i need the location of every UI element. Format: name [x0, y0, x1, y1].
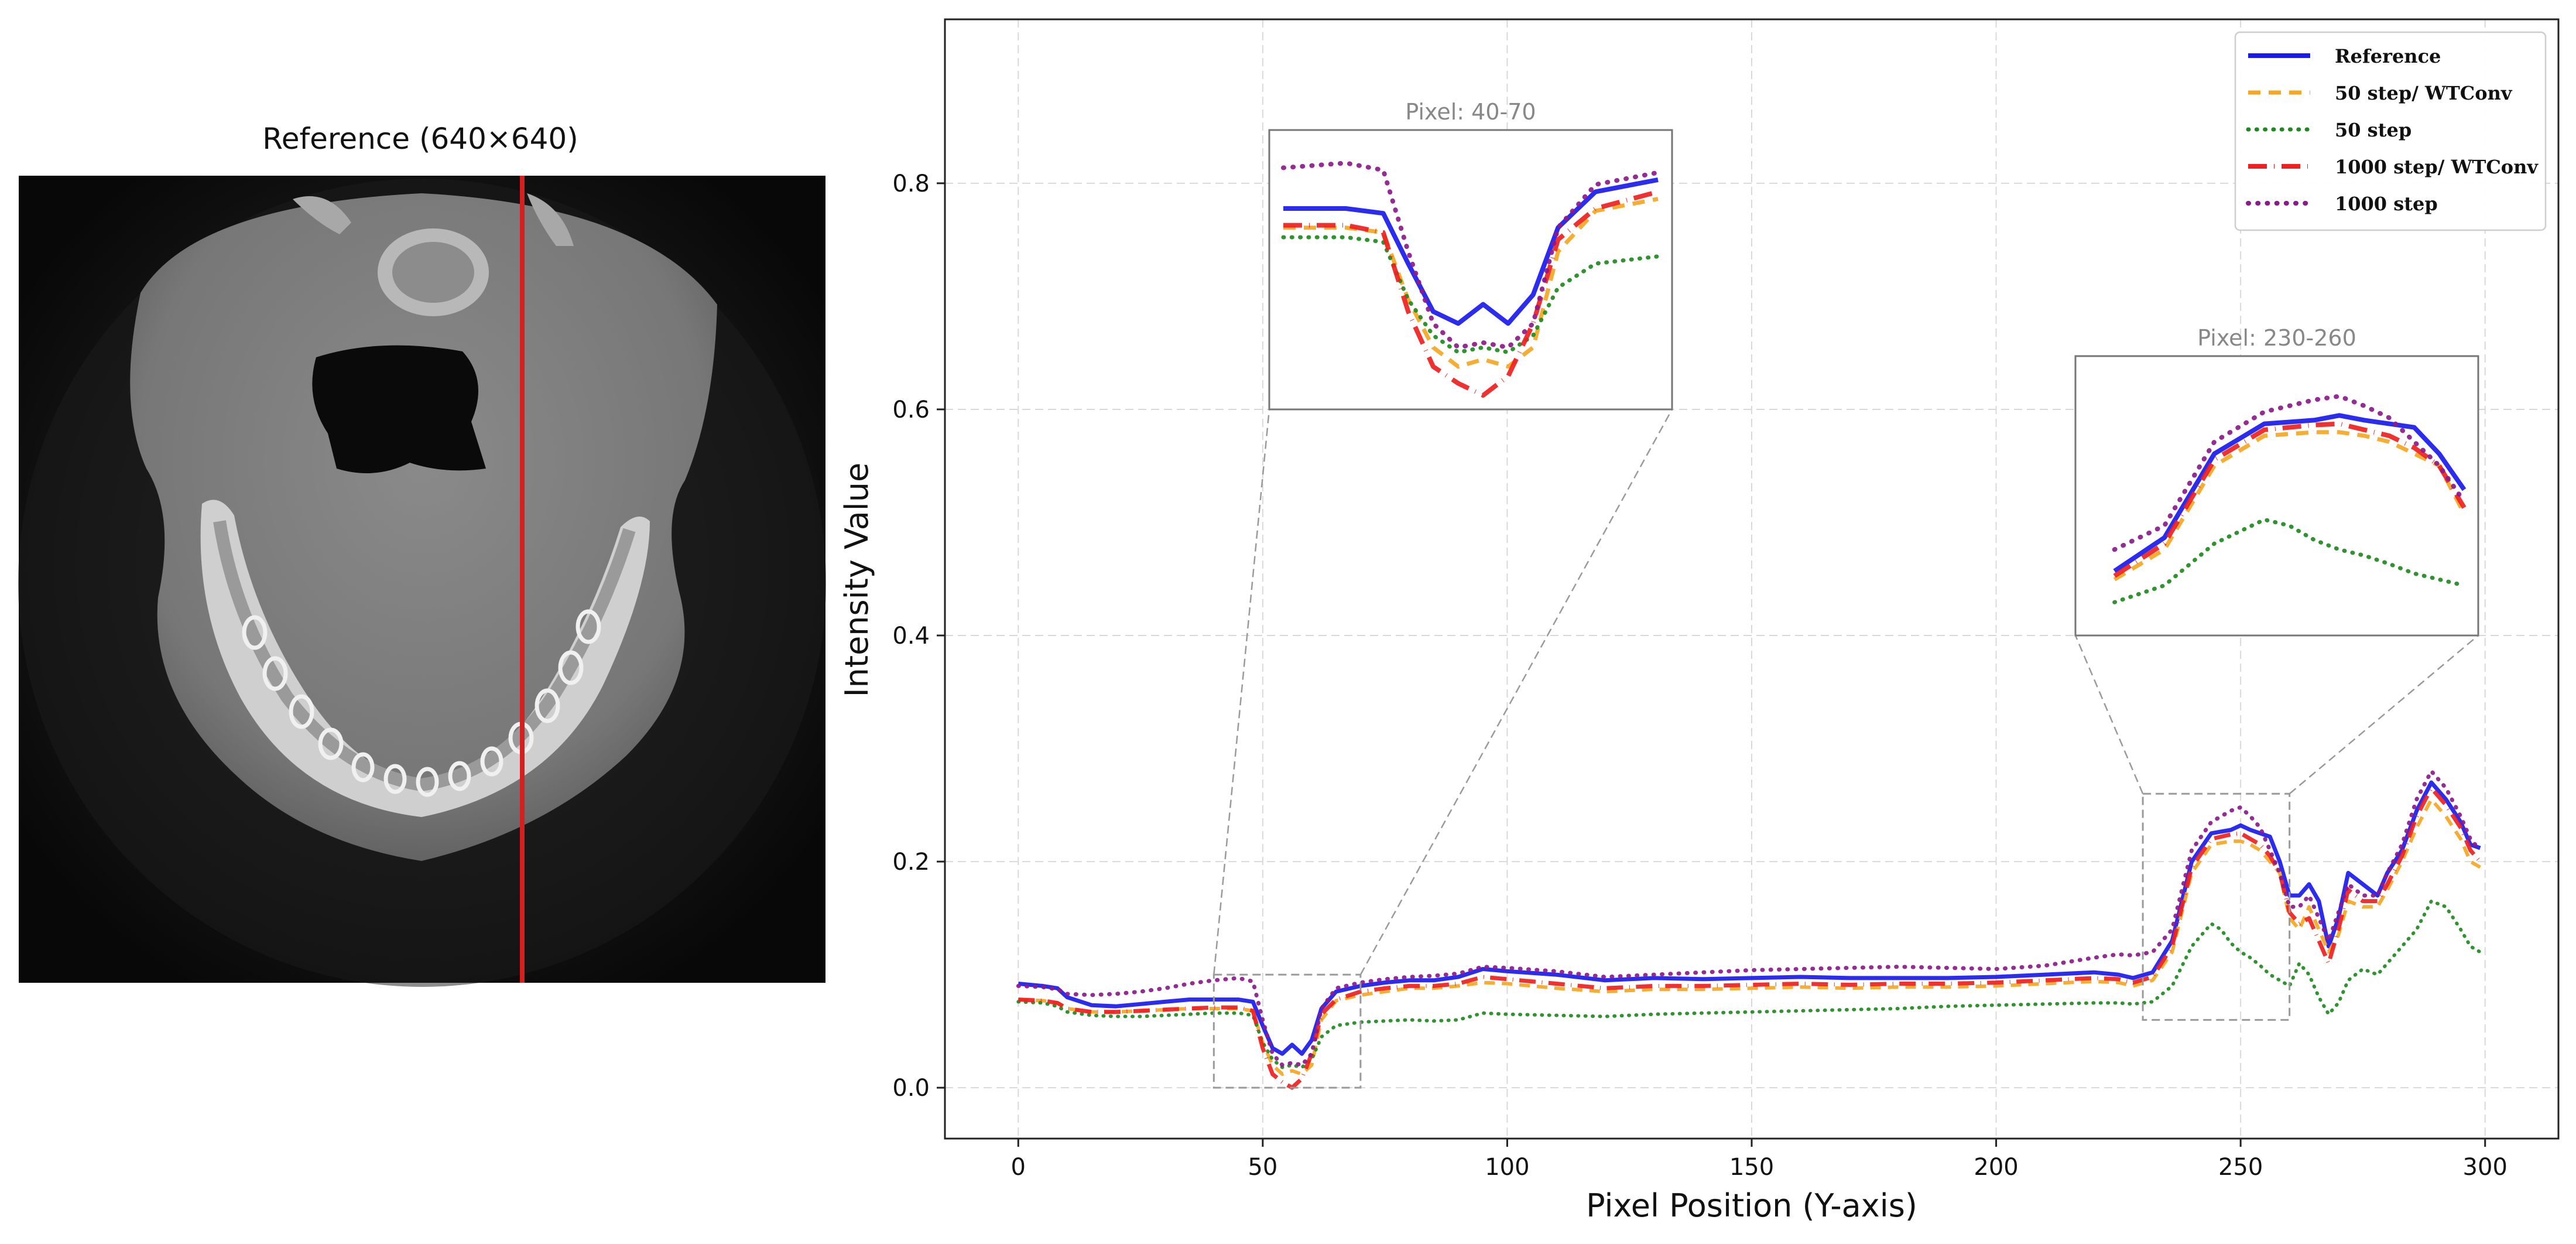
y-tick-label: 0.6: [892, 397, 930, 423]
inset-series-line: [2112, 394, 2467, 552]
reference-image-title: Reference (640×640): [262, 122, 578, 156]
inset-title: Pixel: 40-70: [1405, 99, 1536, 125]
inset-series-line: [1283, 197, 1659, 369]
zoom-connector: [2074, 635, 2144, 794]
zoom-connector: [1359, 409, 1673, 975]
series-lines: [1016, 769, 2482, 1090]
legend: Reference 50 step/ WTConv 50 step 1000 step…: [2234, 31, 2547, 231]
zoom-connector: [2289, 635, 2479, 795]
inset-frame: [1268, 129, 1673, 411]
legend-label: 50 step: [2335, 119, 2411, 141]
legend-label: 1000 step/ WTConv: [2335, 156, 2539, 178]
legend-label: 1000 step: [2335, 193, 2438, 215]
y-axis-label: Intensity Value: [838, 463, 875, 698]
inset-title: Pixel: 230-260: [2197, 325, 2356, 351]
y-tick-label: 0.0: [892, 1075, 930, 1102]
x-tick-label: 300: [2463, 1154, 2508, 1181]
legend-label: Reference: [2335, 45, 2441, 67]
x-tick-label: 250: [2218, 1154, 2263, 1181]
y-axis-ticks: 0.0 0.2 0.4 0.6 0.8: [892, 170, 945, 1102]
legend-label: 50 step/ WTConv: [2335, 82, 2513, 104]
inset-series-line: [2113, 421, 2467, 578]
inset-series-line: [1281, 160, 1660, 350]
inset-series-line: [2113, 413, 2467, 573]
y-tick-label: 0.8: [892, 170, 930, 197]
zoom-connector: [1213, 409, 1270, 975]
x-tick-label: 0: [1011, 1154, 1026, 1181]
mandible-arch: [200, 500, 650, 817]
y-tick-label: 0.4: [892, 623, 930, 650]
reference-image-panel: Reference (640×640): [18, 122, 826, 987]
y-tick-label: 0.2: [892, 849, 930, 876]
series-line-50-step: [1016, 899, 2482, 1069]
x-tick-label: 100: [1485, 1154, 1529, 1181]
inset-series-line: [2112, 517, 2467, 604]
ct-slice-image: [18, 176, 826, 987]
inset-1: Pixel: 40-70: [1268, 99, 1673, 411]
inset-2: Pixel: 230-260: [2074, 325, 2479, 637]
legend-box: [2234, 31, 2547, 231]
zoom-region-box: [2142, 792, 2291, 1021]
x-axis-label: Pixel Position (Y-axis): [1586, 1187, 1917, 1224]
zoom-region-markers: [1212, 409, 2479, 1089]
x-axis-ticks: 0 50 100 150 200 250 300: [1011, 1139, 2508, 1181]
x-tick-label: 150: [1729, 1154, 1774, 1181]
series-line-reference: [1018, 780, 2481, 1056]
inset-frame: [2074, 355, 2479, 637]
zoom-insets: Pixel: 40-70 Pixel: 230-260: [1268, 99, 2479, 637]
inset-series-line: [2113, 430, 2467, 582]
series-line-1000-step: [1016, 769, 2482, 1067]
x-tick-label: 50: [1248, 1154, 1277, 1181]
series-line-1000-step-wtconv: [1018, 786, 2482, 1090]
x-tick-label: 200: [1974, 1154, 2018, 1181]
series-line-50-step-wtconv: [1018, 797, 2481, 1076]
inset-series-line: [1281, 235, 1660, 354]
inset-series-line: [1283, 177, 1659, 326]
